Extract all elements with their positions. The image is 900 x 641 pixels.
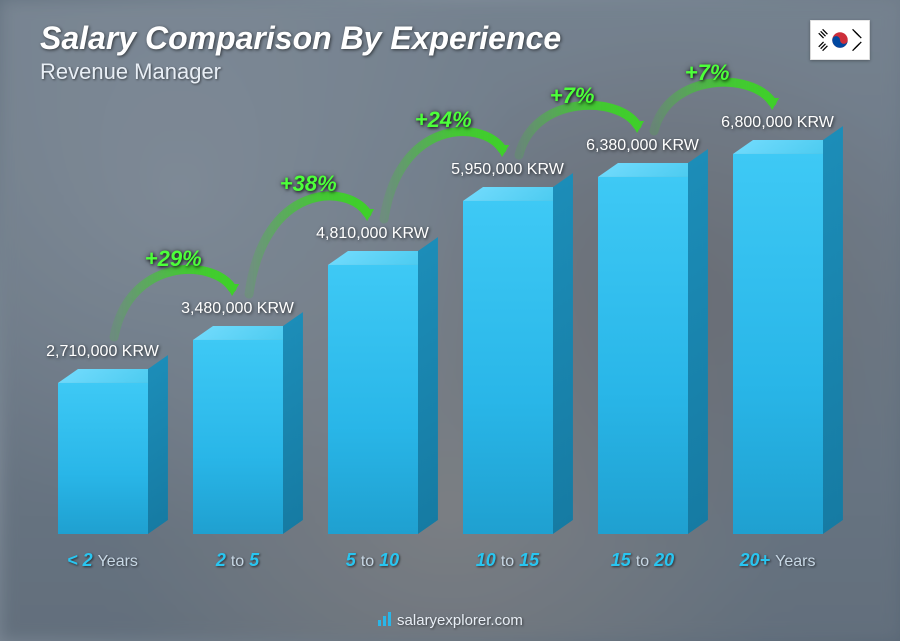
footer-text: salaryexplorer.com [397, 612, 523, 629]
x-axis-label: < 2 Years [67, 550, 138, 571]
bar-wrap [310, 265, 435, 534]
value-label: 6,800,000 KRW [721, 114, 834, 132]
percent-increase-label: +7% [550, 83, 595, 109]
chart-column: 2,710,000 KRW < 2 Years [40, 343, 165, 571]
value-label: 5,950,000 KRW [451, 161, 564, 179]
bar-side-face [148, 355, 168, 534]
bar-front-face [193, 340, 283, 534]
bar [328, 265, 418, 534]
country-flag-icon [810, 20, 870, 60]
bar-front-face [733, 154, 823, 534]
x-axis-label: 5 to 10 [346, 550, 399, 571]
x-axis-label: 10 to 15 [476, 550, 539, 571]
bar-side-face [553, 173, 573, 534]
value-label: 3,480,000 KRW [181, 300, 294, 318]
chart-column: 6,800,000 KRW 20+ Years [715, 114, 840, 571]
chart-column: 5,950,000 KRW 10 to 15 [445, 161, 570, 571]
value-label: 4,810,000 KRW [316, 225, 429, 243]
bar-side-face [418, 237, 438, 534]
chart-title: Salary Comparison By Experience [40, 20, 860, 57]
bar-front-face [58, 383, 148, 534]
footer: salaryexplorer.com [0, 611, 900, 629]
bar [463, 201, 553, 534]
bar-side-face [823, 126, 843, 534]
x-axis-label: 15 to 20 [611, 550, 674, 571]
x-axis-label: 20+ Years [740, 550, 816, 571]
bar-wrap [445, 201, 570, 534]
percent-increase-label: +24% [415, 107, 472, 133]
chart-subtitle: Revenue Manager [40, 59, 860, 85]
bar [58, 383, 148, 534]
bar-wrap [40, 383, 165, 534]
logo-icon [377, 611, 393, 627]
main-container: Salary Comparison By Experience Revenue … [0, 0, 900, 641]
bar-chart: 2,710,000 KRW < 2 Years3,480,000 KRW 2 t… [40, 110, 840, 571]
bar-front-face [328, 265, 418, 534]
bar-front-face [598, 177, 688, 534]
percent-increase-label: +29% [145, 246, 202, 272]
bar [193, 340, 283, 534]
chart-column: 3,480,000 KRW 2 to 5 [175, 300, 300, 571]
bar-front-face [463, 201, 553, 534]
bar-side-face [688, 149, 708, 534]
bar-side-face [283, 312, 303, 534]
value-label: 6,380,000 KRW [586, 137, 699, 155]
bar-wrap [580, 177, 705, 534]
chart-column: 6,380,000 KRW 15 to 20 [580, 137, 705, 571]
bar-wrap [715, 154, 840, 534]
bar-wrap [175, 340, 300, 534]
percent-increase-label: +7% [685, 60, 730, 86]
bar [733, 154, 823, 534]
bar [598, 177, 688, 534]
percent-increase-label: +38% [280, 171, 337, 197]
x-axis-label: 2 to 5 [216, 550, 259, 571]
chart-column: 4,810,000 KRW 5 to 10 [310, 225, 435, 571]
value-label: 2,710,000 KRW [46, 343, 159, 361]
